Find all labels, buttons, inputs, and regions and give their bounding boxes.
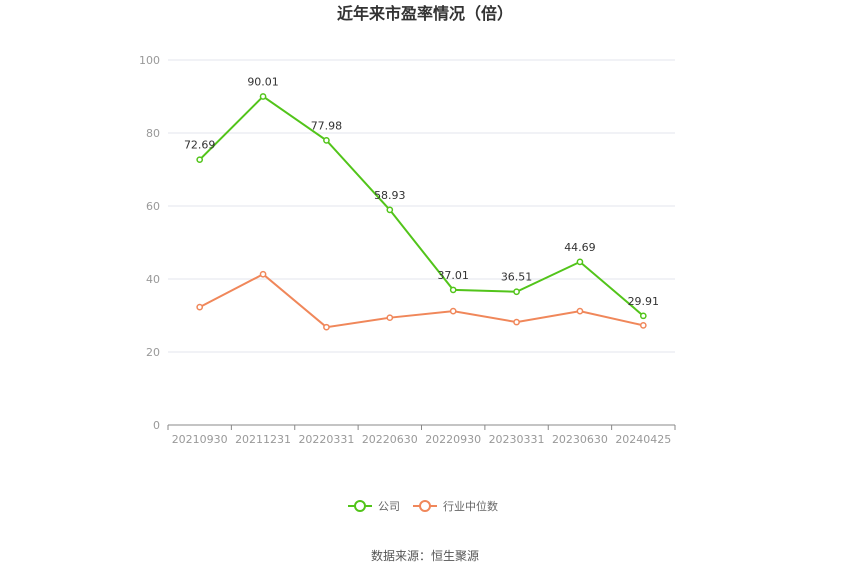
x-tick-label: 20210930 [172,433,228,446]
data-label: 72.69 [184,139,216,152]
data-point[interactable] [386,206,394,214]
data-point[interactable] [386,314,394,322]
series-line-1 [199,273,644,329]
legend: 公司 行业中位数 [348,499,498,513]
y-tick-label: 20 [146,346,160,359]
y-axis: 0 20 40 60 80 100 [139,54,160,432]
data-point[interactable] [323,323,330,331]
legend-swatch-marker [419,500,431,512]
legend-swatch-marker [354,500,366,512]
y-tick-label: 80 [146,127,160,140]
data-label: 36.51 [501,271,533,284]
x-tick-label: 20220630 [362,433,418,446]
y-tick-label: 40 [146,273,160,286]
x-tick-label: 20230630 [552,433,608,446]
x-tick-label: 20220331 [298,433,354,446]
data-point[interactable] [449,307,457,315]
x-tick-label: 20220930 [425,433,481,446]
data-point[interactable] [449,286,457,294]
data-point[interactable] [639,322,647,329]
chart-title: 近年来市盈率情况（倍） [337,4,513,23]
data-point[interactable] [196,303,204,311]
data-point[interactable] [576,258,584,266]
x-tick-label: 20230331 [489,433,545,446]
data-label: 44.69 [564,241,596,254]
data-label: 90.01 [247,75,279,88]
data-point[interactable] [259,93,267,100]
y-tick-label: 60 [146,200,160,213]
data-label: 37.01 [437,269,469,282]
series-line-0 [198,95,644,317]
data-point[interactable] [323,137,330,144]
x-axis: 20210930 20211231 20220331 20220630 20220930… [167,424,676,446]
data-point[interactable] [259,270,267,278]
legend-label[interactable]: 行业中位数 [443,499,498,513]
data-point[interactable] [513,288,520,296]
plot-area: 72.69 90.01 77.98 58.93 37.01 36.51 44.69 29.91 [184,75,660,331]
data-point[interactable] [196,156,204,164]
y-tick-label: 100 [139,54,160,67]
grid-lines [168,59,675,353]
source-note: 数据来源：恒生聚源 [371,548,479,563]
data-point[interactable] [639,312,647,320]
legend-label[interactable]: 公司 [378,500,400,513]
data-label: 77.98 [311,119,343,132]
data-label: 29.91 [628,295,660,308]
data-label: 58.93 [374,189,406,202]
x-tick-label: 20240425 [615,433,671,446]
y-tick-label: 0 [153,419,160,432]
data-point[interactable] [513,318,520,326]
data-point[interactable] [576,307,584,315]
x-tick-label: 20211231 [235,433,291,446]
